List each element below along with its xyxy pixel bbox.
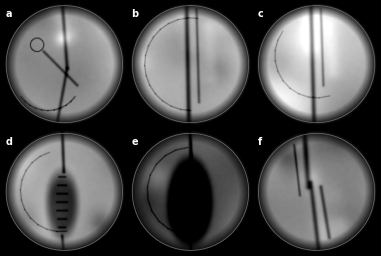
Text: a: a (5, 9, 12, 19)
Text: f: f (258, 136, 262, 147)
Text: c: c (258, 9, 263, 19)
Text: d: d (5, 136, 12, 147)
Text: b: b (131, 9, 138, 19)
Text: e: e (131, 136, 138, 147)
